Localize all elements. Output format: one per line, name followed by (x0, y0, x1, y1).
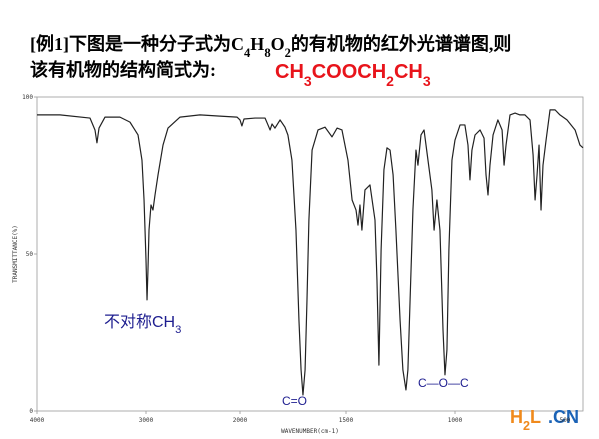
watermark: .CN (548, 407, 579, 427)
x-tick-label: 2000 (233, 417, 248, 424)
y-tick-label: 0 (29, 408, 33, 415)
x-axis-label: WAVENUMBER(cm-1) (281, 428, 339, 435)
annotation: 不对称CH3 (104, 313, 181, 336)
answer: CH3COOCH2CH3 (275, 61, 431, 89)
annotation: C=O (282, 394, 307, 408)
y-axis-label: TRANSMITTANCE(%) (12, 225, 19, 283)
watermark: H2L (510, 407, 541, 433)
x-tick-label: 1000 (448, 417, 463, 424)
spectrum-line (37, 109, 584, 396)
y-tick-label: 50 (26, 251, 34, 258)
y-tick-label: 100 (22, 94, 33, 101)
x-tick-label: 3000 (139, 417, 154, 424)
annotation: C—O—C (418, 376, 469, 390)
chart-title: [例1]下图是一种分子式为C4H8O2的有机物的红外光谱谱图,则 (30, 33, 511, 60)
x-tick-label: 500 (560, 417, 571, 424)
x-tick-label: 4000 (30, 417, 45, 424)
x-tick-label: 1500 (339, 417, 354, 424)
chart-title: 该有机物的结构简式为: (30, 59, 216, 80)
